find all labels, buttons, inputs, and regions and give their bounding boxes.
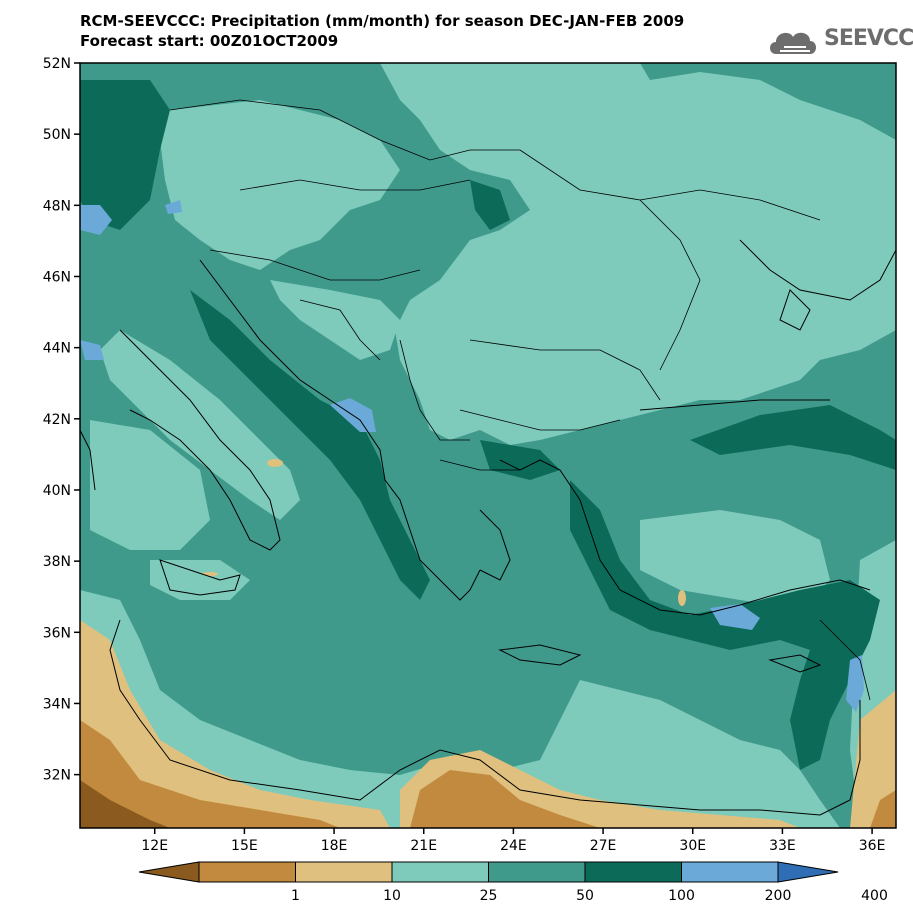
lon-tick-label: 12E [141,838,168,854]
colorbar-segment [391,861,489,883]
lon-tick-label: 36E [859,838,886,854]
colorbar-segment [584,861,682,883]
precip-spot-10-25 [202,572,218,576]
lat-tick-label: 50N [43,127,71,143]
precip-band-1-10 [80,720,340,828]
logo-text: SEEVCCC [824,26,913,51]
lat-tick-label: 34N [43,696,71,712]
precip-band-1-10 [410,770,600,828]
colorbar: 1 10 25 50 100 200 400 [138,861,888,904]
map-frame [79,62,897,829]
precip-band-25-50 [90,420,210,550]
map-area [80,63,896,828]
precip-band-100-200 [80,80,170,230]
precip-band-25-50 [80,590,840,828]
lon-tick-label: 15E [231,838,258,854]
precip-band-1-10 [870,790,896,828]
precip-band-below-1 [80,780,170,828]
colorbar-label: 400 [861,888,888,904]
precip-band-10-25 [80,620,390,828]
colorbar-label: 200 [765,888,792,904]
precip-band-25-50 [100,330,300,520]
precip-band-200-400 [710,604,760,630]
precip-spot-10-25 [267,459,283,467]
lon-tick-label: 24E [500,838,527,854]
lon-tick-label: 30E [679,838,706,854]
lon-tick-label: 27E [590,838,617,854]
precip-band-25-50 [380,63,896,445]
map-title: RCM-SEEVCCC: Precipitation (mm/month) fo… [80,12,685,30]
precip-band-25-50 [150,560,250,600]
colorbar-label: 1 [291,888,300,904]
precip-band-10-25 [850,690,896,828]
lon-tick-label: 21E [410,838,437,854]
colorbar-segment [681,861,779,883]
colorbar-label: 25 [480,888,498,904]
precip-band-200-400 [846,655,864,712]
precip-band-100-200 [190,290,430,600]
precip-band-25-50 [160,100,400,270]
country-borders [169,99,871,701]
precip-band-100-200 [470,180,510,230]
longitude-axis: 12E 15E 18E 21E 24E 27E 30E 33E 36E [141,828,885,854]
forecast-start-label: Forecast start: 00Z01OCT2009 [80,32,339,50]
lat-tick-label: 42N [43,412,71,428]
seevccc-logo: SEEVCCC [766,24,913,58]
colorbar-segment-low [138,861,200,883]
colorbar-segment [198,861,296,883]
precip-spot-10-25 [678,590,686,606]
colorbar-segment [488,861,586,883]
coastlines [80,239,896,816]
lon-tick-label: 33E [769,838,796,854]
lat-tick-label: 40N [43,483,71,499]
precip-band-25-50 [640,510,830,610]
precip-band-200-400 [80,205,112,235]
lat-tick-label: 52N [43,56,71,72]
colorbar-label: 100 [668,888,695,904]
colorbar-segment-high [777,861,839,883]
lat-tick-label: 32N [43,768,71,784]
precip-band-200-400 [165,200,182,214]
lat-tick-label: 44N [43,341,71,357]
colorbar-label: 10 [383,888,401,904]
colorbar-segment [295,861,393,883]
precip-band-100-200 [690,405,896,470]
lat-tick-label: 38N [43,554,71,570]
precip-band-25-50 [270,280,400,360]
lat-tick-label: 48N [43,198,71,214]
lat-tick-label: 36N [43,625,71,641]
lat-tick-label: 46N [43,269,71,285]
colorbar-label: 50 [576,888,594,904]
cloud-icon [770,32,816,54]
latitude-axis: 52N 50N 48N 46N 44N 42N 40N 38N 36N 34N 32N [43,56,80,784]
lon-tick-label: 18E [321,838,348,854]
precip-band-200-400 [80,340,104,360]
